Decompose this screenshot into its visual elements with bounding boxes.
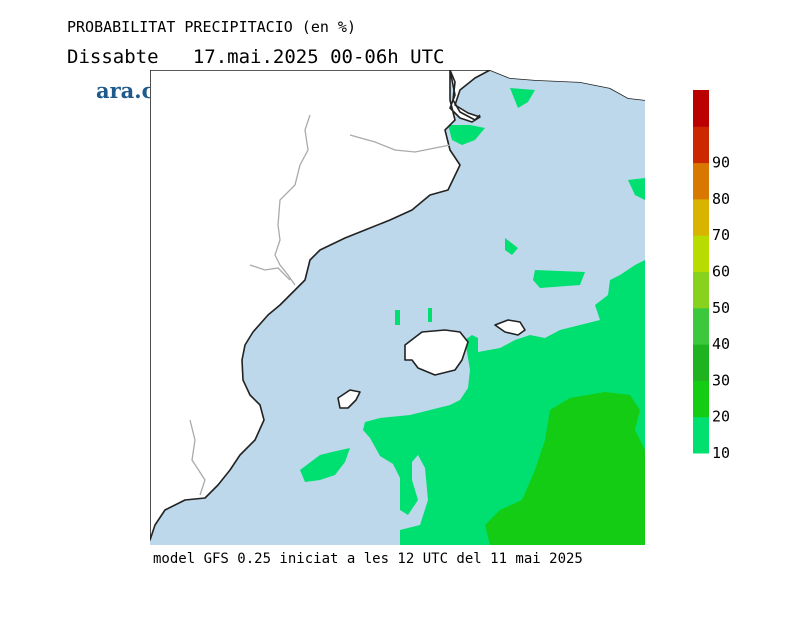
legend-swatch	[693, 126, 709, 164]
region-borders	[189, 114, 451, 496]
legend-swatch	[693, 380, 709, 418]
legend-label: 50	[712, 299, 730, 317]
precipitation-probability-map	[150, 70, 645, 545]
land-mass	[150, 70, 526, 541]
legend-swatch	[693, 162, 709, 200]
land-france	[490, 70, 645, 100]
legend-label: 90	[712, 154, 730, 172]
legend-swatch	[693, 416, 709, 454]
precip-area-20pct	[485, 392, 645, 545]
model-run-note: model GFS 0.25 iniciat a les 12 UTC del …	[153, 551, 583, 567]
legend-label: 60	[712, 263, 730, 281]
forecast-period: Dissabte 17.mai.2025 00-06h UTC	[67, 46, 445, 68]
legend-label: 20	[712, 408, 730, 426]
legend-swatch	[693, 344, 709, 381]
legend-swatch	[693, 90, 709, 127]
legend-label: 80	[712, 190, 730, 208]
legend-label: 70	[712, 226, 730, 244]
map-title: PROBABILITAT PRECIPITACIO (en %)	[67, 18, 356, 36]
legend-label: 40	[712, 335, 730, 353]
legend-label: 10	[712, 444, 730, 462]
legend-swatch	[693, 198, 709, 236]
legend-swatch	[693, 271, 709, 309]
coastline-north	[449, 70, 481, 121]
legend-label: 30	[712, 371, 730, 389]
legend-swatch	[693, 307, 709, 345]
legend-swatch	[693, 235, 709, 272]
